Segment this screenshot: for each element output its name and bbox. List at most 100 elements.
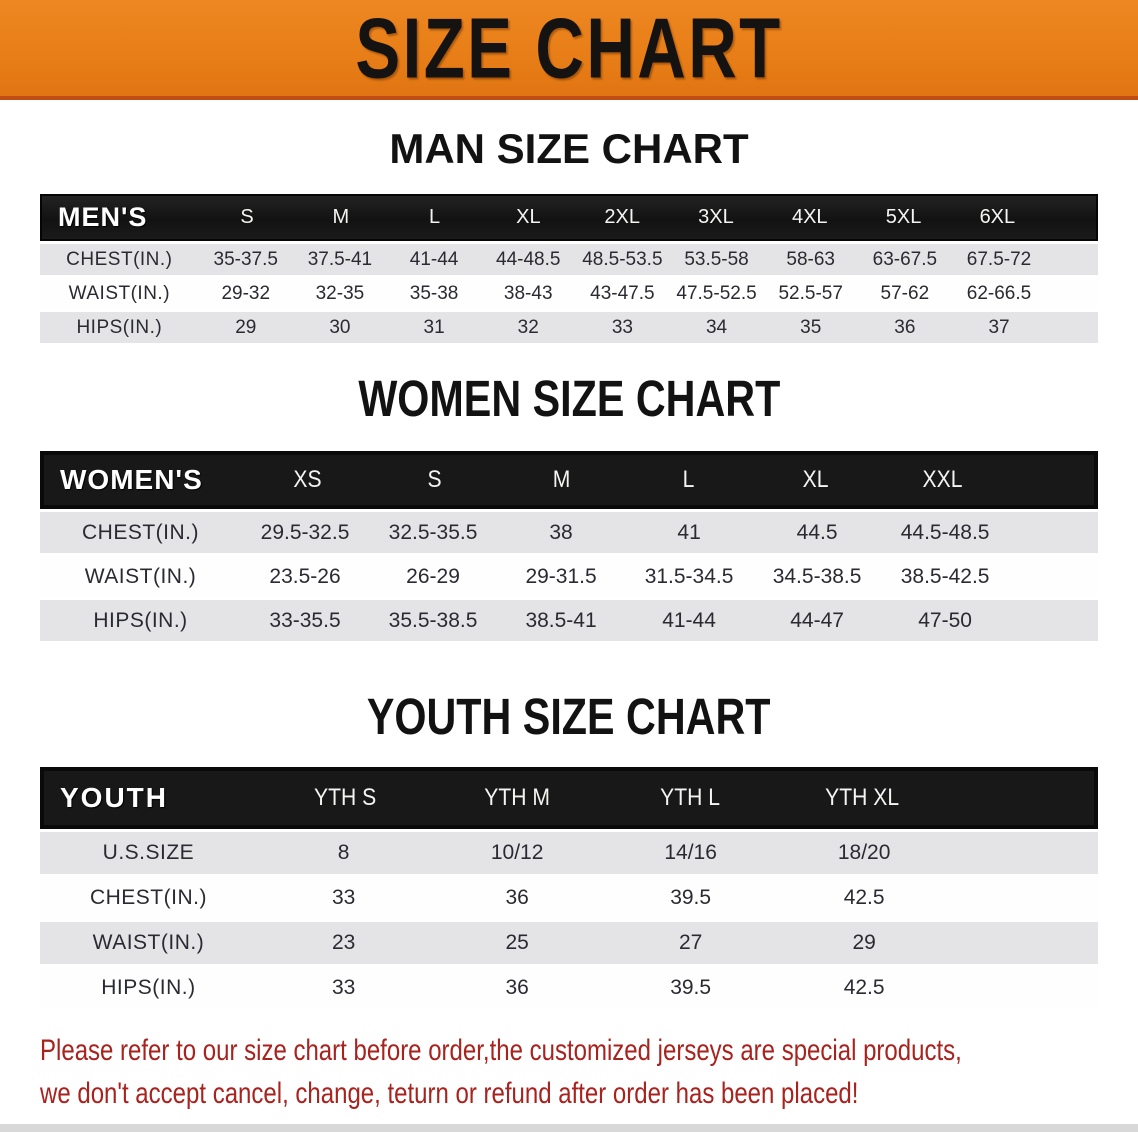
table-header-label: MEN'S <box>58 202 148 232</box>
column-header: 5XL <box>885 206 922 228</box>
cell: 62-66.5 <box>966 282 1032 304</box>
cell: 29-31.5 <box>525 564 597 588</box>
cell: 42.5 <box>843 976 885 999</box>
table-header-row: MEN'S S M L XL 2XL 3XL 4XL 5XL 6XL <box>40 194 1098 241</box>
disclaimer-note: Please refer to our size chart before or… <box>40 1029 1138 1115</box>
table-row: WAIST(IN.) 29-32 32-35 35-38 38-43 43-47.5 47.… <box>40 278 1098 309</box>
youth-section-heading-text: YOUTH SIZE CHART <box>367 689 771 746</box>
cell: 53.5-58 <box>684 248 749 270</box>
table-row: HIPS(IN.) 33 36 39.5 42.5 <box>40 967 1098 1009</box>
cell: 41 <box>677 520 701 544</box>
cell: 44.5 <box>796 520 838 544</box>
cell: 58-63 <box>786 248 835 270</box>
cell: 36 <box>505 886 529 909</box>
column-header: XL <box>516 206 541 228</box>
cell: 23 <box>331 931 356 954</box>
table-header-label: YOUTH <box>60 782 168 813</box>
column-header: XS <box>292 466 322 493</box>
column-header: L <box>429 206 441 228</box>
cell: 39.5 <box>670 886 712 909</box>
men-size-table: MEN'S S M L XL 2XL 3XL 4XL 5XL 6XL CHEST(IN.) 35-37… <box>40 194 1098 343</box>
column-header: S <box>427 466 442 493</box>
column-header: 4XL <box>791 206 828 228</box>
youth-section-heading: YOUTH SIZE CHART <box>0 689 1138 746</box>
column-header: M <box>552 466 570 493</box>
disclaimer-line-1: Please refer to our size chart before or… <box>40 1034 962 1067</box>
cell: 23.5-26 <box>269 564 341 588</box>
cell: 57-62 <box>880 282 930 304</box>
cell: 38-43 <box>503 282 553 304</box>
youth-size-table: YOUTH YTH S YTH M YTH L YTH XL U.S.SIZE 8 10/12… <box>40 767 1098 1009</box>
cell: 41-44 <box>662 608 716 632</box>
cell: 63-67.5 <box>872 248 938 270</box>
cell: 32-35 <box>315 282 365 304</box>
cell: 44-47 <box>790 608 844 632</box>
column-header: 3XL <box>698 206 734 228</box>
column-header: YTH S <box>314 784 377 811</box>
column-header: S <box>240 206 254 228</box>
column-header: YTH M <box>484 784 551 811</box>
column-header: M <box>332 206 350 228</box>
column-header: L <box>682 466 695 493</box>
cell: 38.5-42.5 <box>900 564 990 588</box>
cell: 30 <box>329 316 351 338</box>
column-header: YTH XL <box>824 784 899 811</box>
column-header: 2XL <box>604 206 640 228</box>
cell: 32.5-35.5 <box>388 520 478 544</box>
cell: 14/16 <box>664 841 717 864</box>
cell: 35-38 <box>409 282 459 304</box>
man-section-heading: MAN SIZE CHART <box>0 126 1138 172</box>
cell: 44.5-48.5 <box>900 520 990 544</box>
cell: 41-44 <box>409 248 459 270</box>
table-row: CHEST(IN.) 29.5-32.5 32.5-35.5 38 41 44.5 44.5… <box>40 512 1098 553</box>
table-row: WAIST(IN.) 23 25 27 29 <box>40 922 1098 964</box>
row-label: WAIST(IN.) <box>68 282 171 304</box>
table-row: WAIST(IN.) 23.5-26 26-29 29-31.5 31.5-34.5 34… <box>40 556 1098 597</box>
cell: 29 <box>235 316 257 338</box>
row-label: HIPS(IN.) <box>101 976 196 999</box>
cell: 34.5-38.5 <box>772 564 862 588</box>
cell: 29.5-32.5 <box>260 520 350 544</box>
column-header: XXL <box>922 466 963 493</box>
man-section-heading-text: MAN SIZE CHART <box>389 125 749 172</box>
cell: 39.5 <box>670 976 712 999</box>
cell: 31 <box>423 316 445 338</box>
row-label: CHEST(IN.) <box>66 248 173 270</box>
cell: 43-47.5 <box>590 282 655 304</box>
cell: 29-32 <box>221 282 271 304</box>
table-row: U.S.SIZE 8 10/12 14/16 18/20 <box>40 832 1098 874</box>
cell: 67.5-72 <box>966 248 1032 270</box>
table-row: HIPS(IN.) 29 30 31 32 33 34 35 36 37 <box>40 312 1098 343</box>
cell: 10/12 <box>490 841 544 864</box>
bottom-edge-strip <box>0 1124 1138 1132</box>
cell: 37 <box>988 316 1010 338</box>
disclaimer-line-2: we don't accept cancel, change, teturn o… <box>40 1077 859 1110</box>
cell: 37.5-41 <box>307 248 373 270</box>
table-header-label: WOMEN'S <box>60 464 203 495</box>
row-label: HIPS(IN.) <box>93 608 188 632</box>
row-label: U.S.SIZE <box>102 841 195 864</box>
cell: 29 <box>852 931 876 954</box>
table-row: HIPS(IN.) 33-35.5 35.5-38.5 38.5-41 41-44 44-… <box>40 600 1098 641</box>
women-size-table: WOMEN'S XS S M L XL XXL CHEST(IN.) 29.5-32.5 32.5… <box>40 451 1098 641</box>
row-label: WAIST(IN.) <box>84 564 197 588</box>
cell: 44-48.5 <box>496 248 561 270</box>
column-header: XL <box>802 466 829 493</box>
cell: 52.5-57 <box>778 282 843 304</box>
column-header: YTH L <box>659 784 720 811</box>
cell: 33 <box>331 976 356 999</box>
cell: 35 <box>800 316 822 338</box>
cell: 48.5-53.5 <box>582 248 663 270</box>
cell: 33 <box>331 886 356 909</box>
row-label: CHEST(IN.) <box>89 886 207 909</box>
cell: 8 <box>337 841 350 864</box>
cell: 47-50 <box>918 608 972 632</box>
row-label: WAIST(IN.) <box>92 931 205 954</box>
cell: 25 <box>505 931 529 954</box>
women-section-heading: WOMEN SIZE CHART <box>0 371 1138 428</box>
row-label: HIPS(IN.) <box>76 316 163 338</box>
women-section-heading-text: WOMEN SIZE CHART <box>358 371 780 428</box>
table-header-row: YOUTH YTH S YTH M YTH L YTH XL <box>40 767 1098 829</box>
column-header: 6XL <box>979 206 1016 228</box>
banner-title: SIZE CHART <box>355 0 783 96</box>
